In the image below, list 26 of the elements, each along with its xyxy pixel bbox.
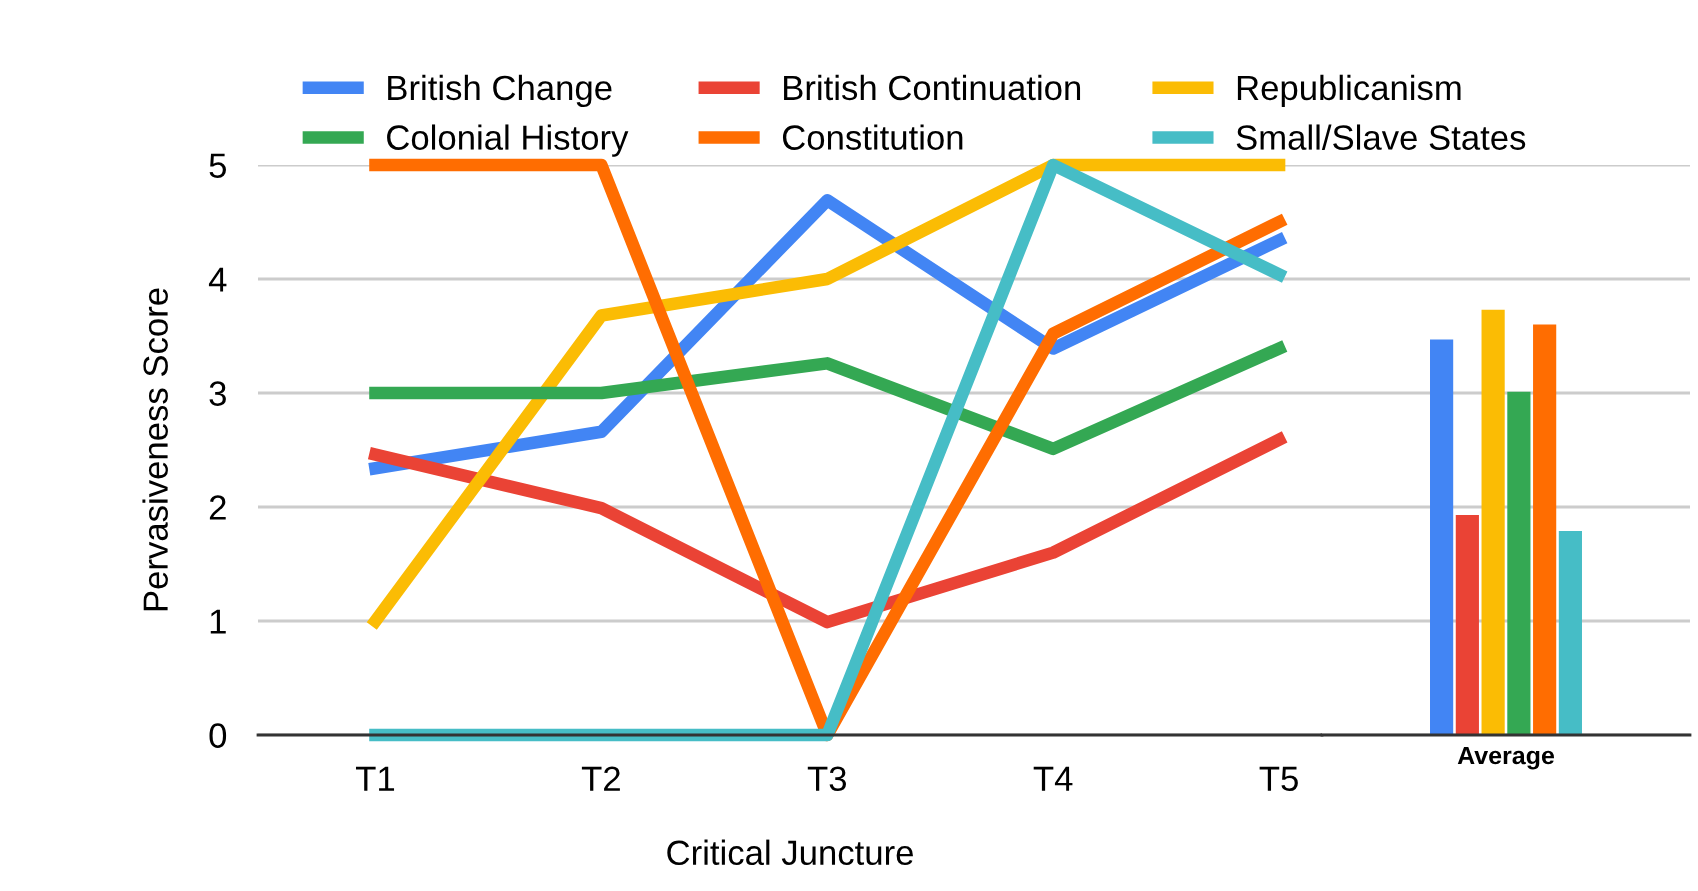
y-tick-label: 4 [208, 267, 227, 292]
legend-label: British Continuation [784, 74, 1081, 101]
bar [1558, 530, 1582, 735]
legend-label: Republicanism [1237, 74, 1461, 108]
legend-label: British Change [388, 74, 612, 108]
y-axis-title: Pervasiveness Score [142, 288, 168, 611]
y-tick-label: 2 [209, 495, 226, 520]
bar [1455, 514, 1479, 735]
y-tick-label: 1 [210, 609, 226, 634]
x-tick-label: T1 [355, 766, 395, 791]
x-tick-label: Average [1457, 746, 1555, 770]
bar [1481, 309, 1505, 735]
y-tick-label: 3 [209, 381, 226, 406]
x-axis-title: Critical Juncture [667, 839, 913, 866]
y-tick-label: 5 [209, 153, 226, 178]
x-tick-label: T2 [581, 766, 620, 791]
y-tick-label: 0 [209, 723, 227, 748]
x-tick-label: T3 [807, 766, 847, 792]
bar [1533, 324, 1557, 735]
legend-label: Colonial History [387, 124, 629, 157]
x-tick-label: T5 [1259, 766, 1298, 792]
bar [1507, 391, 1531, 735]
x-tick-label: T4 [1033, 766, 1073, 791]
bar [1430, 339, 1454, 735]
legend-label: Constitution [782, 124, 963, 150]
legend-label: Small/Slave States [1236, 124, 1526, 150]
